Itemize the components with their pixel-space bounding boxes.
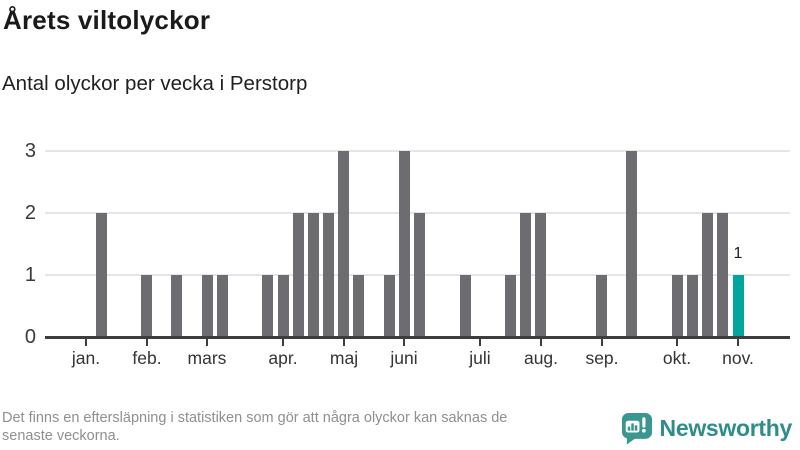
bar bbox=[687, 275, 698, 337]
x-axis-tick bbox=[540, 339, 542, 346]
x-axis-label: feb. bbox=[132, 348, 162, 368]
bar bbox=[293, 213, 304, 337]
bar bbox=[323, 213, 334, 337]
bar bbox=[384, 275, 395, 337]
x-axis-label: juli bbox=[469, 348, 491, 368]
bar bbox=[278, 275, 289, 337]
bar bbox=[414, 213, 425, 337]
chart-subtitle: Antal olyckor per vecka i Perstorp bbox=[2, 72, 308, 95]
x-axis-tick bbox=[146, 339, 148, 346]
bar bbox=[96, 213, 107, 337]
x-axis-label: jan. bbox=[71, 348, 101, 368]
bar bbox=[460, 275, 471, 337]
y-axis-label: 1 bbox=[24, 264, 36, 286]
bar bbox=[535, 213, 546, 337]
x-axis-tick bbox=[282, 339, 284, 346]
x-axis-tick bbox=[343, 339, 345, 346]
y-axis-label: 0 bbox=[24, 326, 36, 348]
x-axis-line bbox=[45, 336, 790, 339]
x-axis-tick bbox=[676, 339, 678, 346]
x-axis-tick bbox=[85, 339, 87, 346]
bar bbox=[308, 213, 319, 337]
bar bbox=[505, 275, 516, 337]
bar bbox=[399, 151, 410, 337]
x-axis-tick bbox=[206, 339, 208, 346]
x-axis-label: apr. bbox=[268, 348, 298, 368]
x-axis-label: juni bbox=[390, 348, 418, 368]
x-axis-tick bbox=[403, 339, 405, 346]
bar bbox=[626, 151, 637, 337]
bar bbox=[596, 275, 607, 337]
newsworthy-speech-bubble-icon bbox=[621, 412, 652, 445]
bar bbox=[338, 151, 349, 337]
x-axis-label: nov. bbox=[722, 348, 754, 368]
x-axis-label: mars bbox=[187, 348, 227, 368]
footnote: Det finns en eftersläpning i statistiken… bbox=[2, 410, 507, 445]
x-axis-label: okt. bbox=[662, 348, 692, 368]
bar bbox=[672, 275, 683, 337]
x-axis-tick bbox=[737, 339, 739, 346]
footnote-line-2: senaste veckorna. bbox=[2, 427, 120, 444]
bar bbox=[141, 275, 152, 337]
x-axis-label: aug. bbox=[523, 348, 559, 368]
bar bbox=[202, 275, 213, 337]
bar bbox=[262, 275, 273, 337]
x-axis-tick bbox=[601, 339, 603, 346]
bar-value-label: 1 bbox=[733, 245, 743, 262]
bar bbox=[171, 275, 182, 337]
bar bbox=[520, 213, 531, 337]
x-axis-label: sep. bbox=[585, 348, 619, 368]
newsworthy-wordmark: Newsworthy bbox=[659, 415, 793, 441]
x-axis-label: maj bbox=[329, 348, 359, 368]
x-axis-tick bbox=[479, 339, 481, 346]
bar bbox=[217, 275, 228, 337]
y-axis-label: 2 bbox=[24, 202, 36, 224]
chart-title: Årets viltolyckor bbox=[3, 5, 211, 35]
highlighted-bar bbox=[733, 275, 744, 337]
y-axis-label: 3 bbox=[24, 140, 36, 162]
footnote-line-1: Det finns en eftersläpning i statistiken… bbox=[2, 410, 508, 426]
gridline bbox=[45, 150, 790, 152]
bar bbox=[717, 213, 728, 337]
bar bbox=[702, 213, 713, 337]
newsworthy-logo: Newsworthy bbox=[621, 412, 792, 445]
bar bbox=[353, 275, 364, 337]
